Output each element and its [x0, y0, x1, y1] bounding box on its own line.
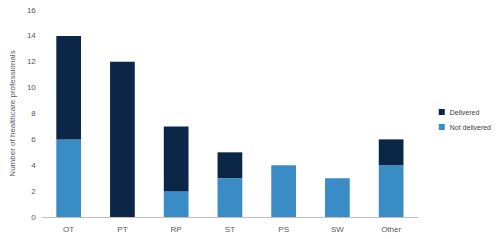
svg-text:Not delivered: Not delivered — [450, 124, 491, 131]
svg-text:OT: OT — [63, 225, 74, 234]
svg-text:8: 8 — [31, 109, 36, 118]
svg-text:14: 14 — [27, 31, 36, 40]
svg-text:SW: SW — [331, 225, 344, 234]
svg-text:ST: ST — [225, 225, 235, 234]
svg-text:16: 16 — [27, 6, 36, 15]
svg-text:4: 4 — [31, 161, 36, 170]
svg-text:Other: Other — [381, 225, 401, 234]
svg-text:6: 6 — [31, 135, 36, 144]
svg-text:Number of healthcare professio: Number of healthcare professionals — [8, 50, 17, 176]
svg-text:RP: RP — [171, 225, 182, 234]
svg-text:PT: PT — [117, 225, 127, 234]
svg-text:Delivered: Delivered — [450, 109, 480, 116]
svg-text:10: 10 — [27, 83, 36, 92]
svg-text:0: 0 — [31, 213, 36, 222]
svg-text:12: 12 — [27, 57, 36, 66]
svg-text:PS: PS — [278, 225, 289, 234]
svg-text:2: 2 — [31, 187, 36, 196]
